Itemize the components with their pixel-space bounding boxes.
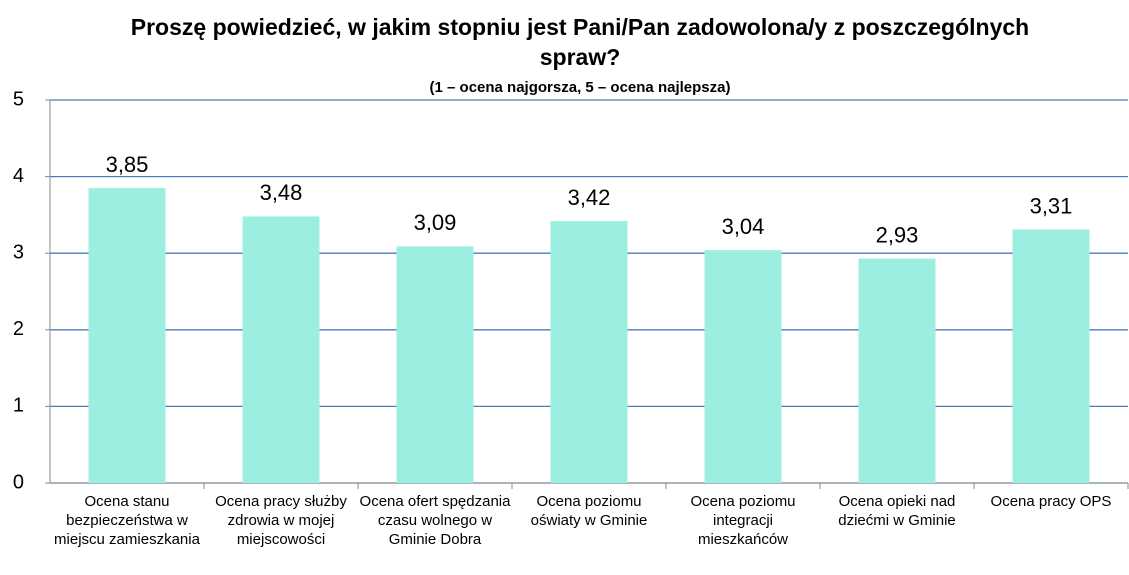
y-tick-label: 2 [13, 318, 24, 340]
chart-title: Proszę powiedzieć, w jakim stopniu jest … [130, 14, 1030, 70]
bar [396, 246, 474, 483]
x-tick-label: Ocena pracy służby zdrowia w mojej miejs… [215, 493, 347, 548]
y-tick-label: 5 [13, 88, 24, 110]
x-tick-label: Ocena stanu bezpieczeństwa w miejscu zam… [54, 493, 200, 548]
data-label: 2,93 [876, 222, 919, 247]
bar [704, 250, 782, 483]
bar [858, 258, 936, 483]
x-tick-label: Ocena ofert spędzania czasu wolnego w Gm… [359, 493, 511, 548]
data-label: 3,31 [1030, 193, 1073, 218]
x-tick-label: Ocena pracy OPS [990, 493, 1112, 510]
data-label: 3,09 [414, 210, 457, 235]
y-tick-label: 0 [13, 471, 24, 493]
x-tick-label: Ocena poziomu oświaty w Gminie [530, 493, 648, 529]
x-tick-label: Ocena poziomu integracji mieszkańców [690, 493, 796, 548]
x-tick-label: Ocena opieki nad dziećmi w Gminie [838, 493, 956, 529]
data-label: 3,04 [722, 214, 765, 239]
y-tick-label: 4 [13, 165, 24, 187]
chart-subtitle: (1 – ocena najgorsza, 5 – ocena najlepsz… [429, 79, 731, 96]
bar [1012, 229, 1090, 483]
bar [242, 216, 320, 483]
bar [550, 221, 628, 483]
data-label: 3,42 [568, 185, 611, 210]
data-label: 3,85 [106, 152, 149, 177]
y-tick-label: 1 [13, 395, 24, 417]
bar [88, 188, 166, 483]
data-label: 3,48 [260, 180, 303, 205]
y-tick-label: 3 [13, 241, 24, 263]
